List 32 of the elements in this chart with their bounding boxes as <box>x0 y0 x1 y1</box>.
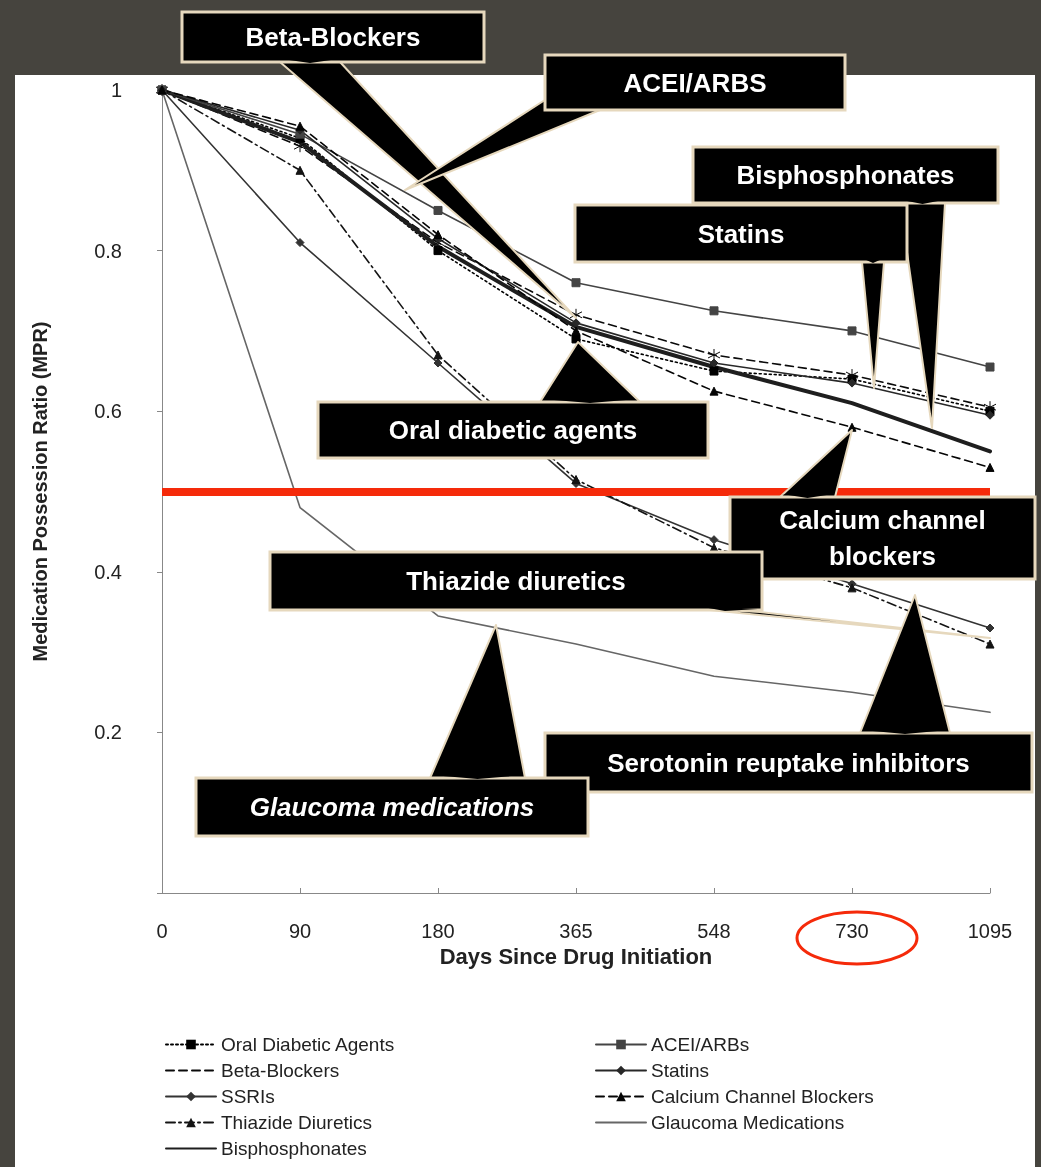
legend-label: Thiazide Diuretics <box>221 1112 372 1133</box>
legend-label: Oral Diabetic Agents <box>221 1034 395 1055</box>
legend-label: Bisphosphonates <box>221 1138 367 1159</box>
y-tick-label: 0.4 <box>94 560 122 583</box>
legend-label: ACEI/ARBs <box>651 1034 750 1055</box>
legend-label: Beta-Blockers <box>221 1060 340 1081</box>
annotation: Serotonin reuptake inhibitors <box>607 747 970 778</box>
y-axis-title: Medication Possession Ratio (MPR) <box>29 321 51 662</box>
x-tick-label: 548 <box>697 920 731 942</box>
x-tick-label: 180 <box>421 920 455 942</box>
x-tick-label: 730 <box>835 920 869 942</box>
legend-label: Glaucoma Medications <box>651 1112 845 1133</box>
y-tick-label: 0.2 <box>94 721 122 744</box>
annotation: Glaucoma medications <box>249 792 535 822</box>
x-tick-label: 0 <box>156 920 168 942</box>
y-tick-label: 0.8 <box>94 239 122 262</box>
x-axis-title: Days Since Drug Initiation <box>439 944 713 970</box>
x-tick-label: 90 <box>288 920 312 942</box>
annotation: ACEI/ARBS <box>623 67 767 98</box>
annotation: Oral diabetic agents <box>388 415 638 445</box>
text: Beta-Blockers <box>245 22 421 52</box>
y-tick-label: 1 <box>110 79 122 101</box>
legend-label: Calcium Channel Blockers <box>651 1086 874 1107</box>
legend-label: Statins <box>651 1060 710 1081</box>
annotation: Bisphosphonates <box>736 160 955 190</box>
annotation: Thiazide diuretics <box>406 566 626 596</box>
x-tick-label: 1095 <box>967 920 1013 942</box>
annotation: Calcium channel blockers <box>779 505 986 571</box>
x-tick-label: 365 <box>559 920 593 942</box>
y-tick-label: 0.6 <box>94 400 122 423</box>
annotation: Statins <box>697 218 785 249</box>
legend-label: SSRIs <box>221 1086 275 1107</box>
